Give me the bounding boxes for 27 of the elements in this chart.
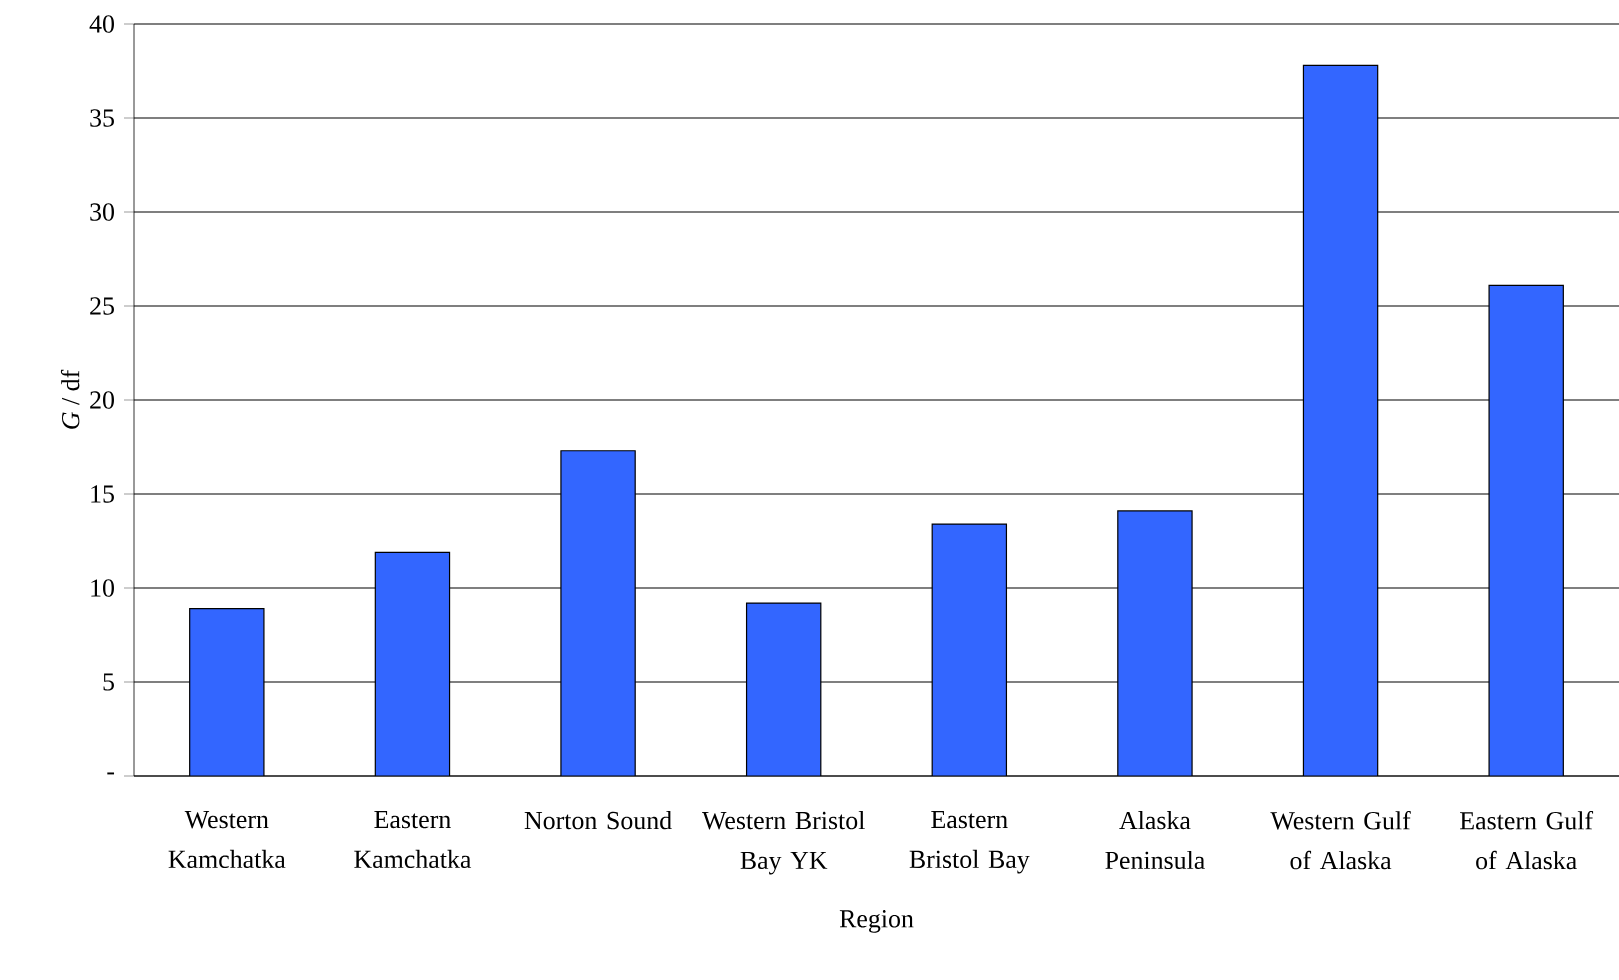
x-tick-label: Western Gulf of Alaska xyxy=(1270,811,1411,870)
x-axis-title: Region xyxy=(839,910,914,933)
x-tick-label: Eastern Kamchatka xyxy=(354,811,472,869)
bar xyxy=(374,551,451,776)
bar xyxy=(1488,284,1564,776)
y-tick-label: 35 xyxy=(90,109,114,127)
y-tick-label: 5 xyxy=(103,673,114,691)
bar xyxy=(1302,64,1379,776)
x-tick-label: Alaska Peninsula xyxy=(1105,811,1205,870)
y-tick-label: 20 xyxy=(90,391,114,409)
y-tick-label: 10 xyxy=(91,579,114,597)
y-axis-title: G / df xyxy=(60,369,80,429)
y-tick-label: 40 xyxy=(89,15,114,33)
x-tick-label: Western Bristol Bay YK xyxy=(702,811,865,875)
y-tick-label: 15 xyxy=(91,485,114,503)
x-tick-label: Eastern Bristol Bay xyxy=(909,811,1030,874)
bar xyxy=(931,523,1008,776)
x-tick-label: Western Kamchatka xyxy=(168,811,286,869)
y-tick-label: 25 xyxy=(90,297,114,315)
y-tick-label: 30 xyxy=(90,203,114,221)
bar xyxy=(189,608,265,776)
bar xyxy=(560,450,636,776)
y-tick-label: - xyxy=(107,772,115,775)
x-tick-label: Norton Sound xyxy=(524,811,672,830)
bar xyxy=(1117,510,1193,776)
bar xyxy=(745,602,822,776)
x-tick-label: Eastern Gulf of Alaska xyxy=(1460,811,1594,870)
